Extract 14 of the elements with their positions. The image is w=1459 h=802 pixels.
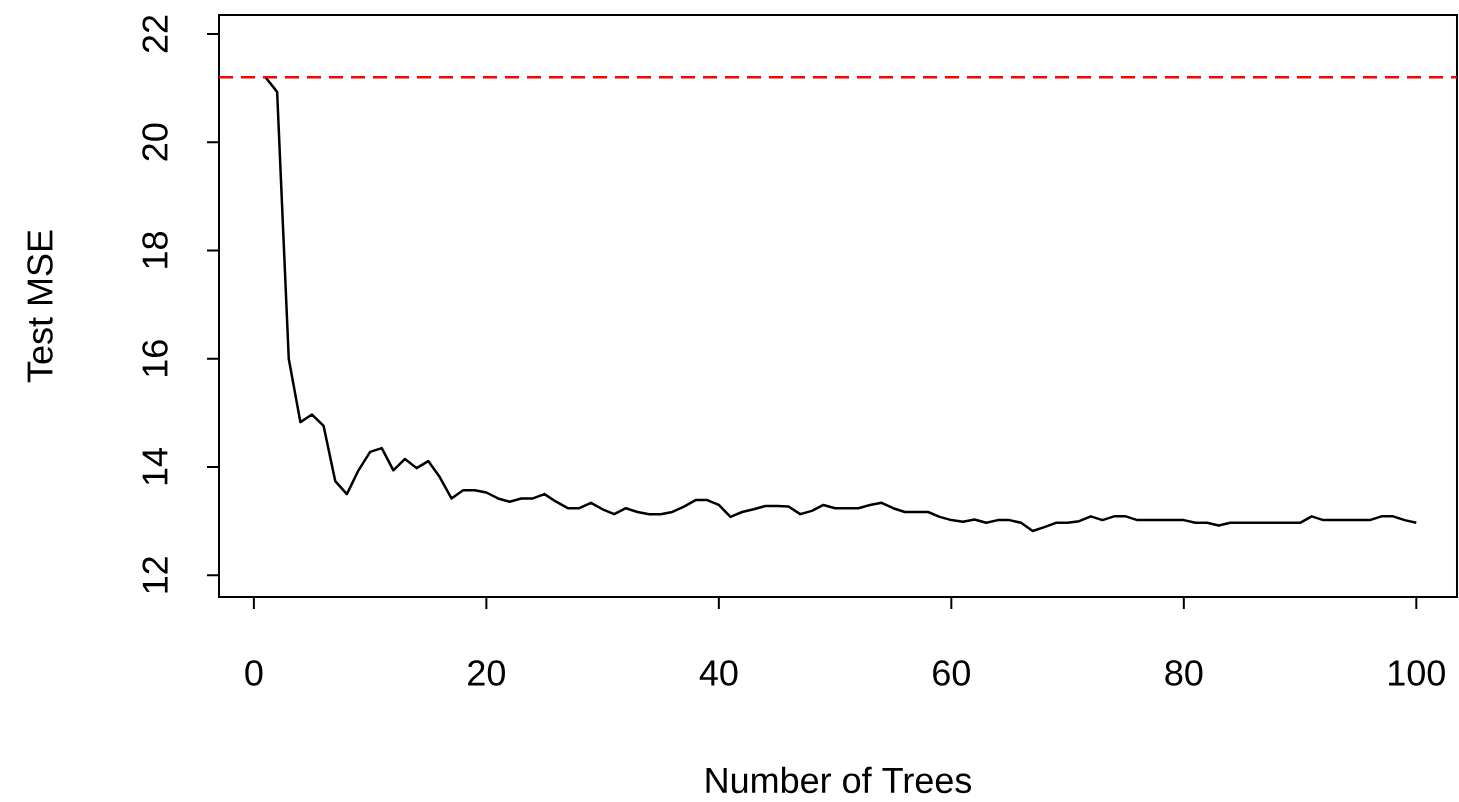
x-tick-label: 0: [245, 660, 263, 686]
y-tick-label: 18: [142, 232, 168, 268]
x-axis-title: Number of Trees: [706, 766, 972, 794]
y-tick-label: 20: [142, 123, 168, 161]
y-tick-label: 16: [142, 340, 168, 377]
y-tick-label: 22: [142, 15, 168, 53]
x-tick-label: 60: [933, 660, 970, 686]
y-axis-title: Test MSE: [27, 230, 53, 383]
y-tick-label: 12: [142, 557, 168, 593]
x-tick-label: 100: [1389, 660, 1445, 686]
x-tick-label: 80: [1165, 660, 1203, 686]
x-tick-label: 40: [699, 660, 738, 686]
x-tick-label: 20: [468, 660, 505, 686]
y-tick-label: 14: [142, 448, 168, 485]
